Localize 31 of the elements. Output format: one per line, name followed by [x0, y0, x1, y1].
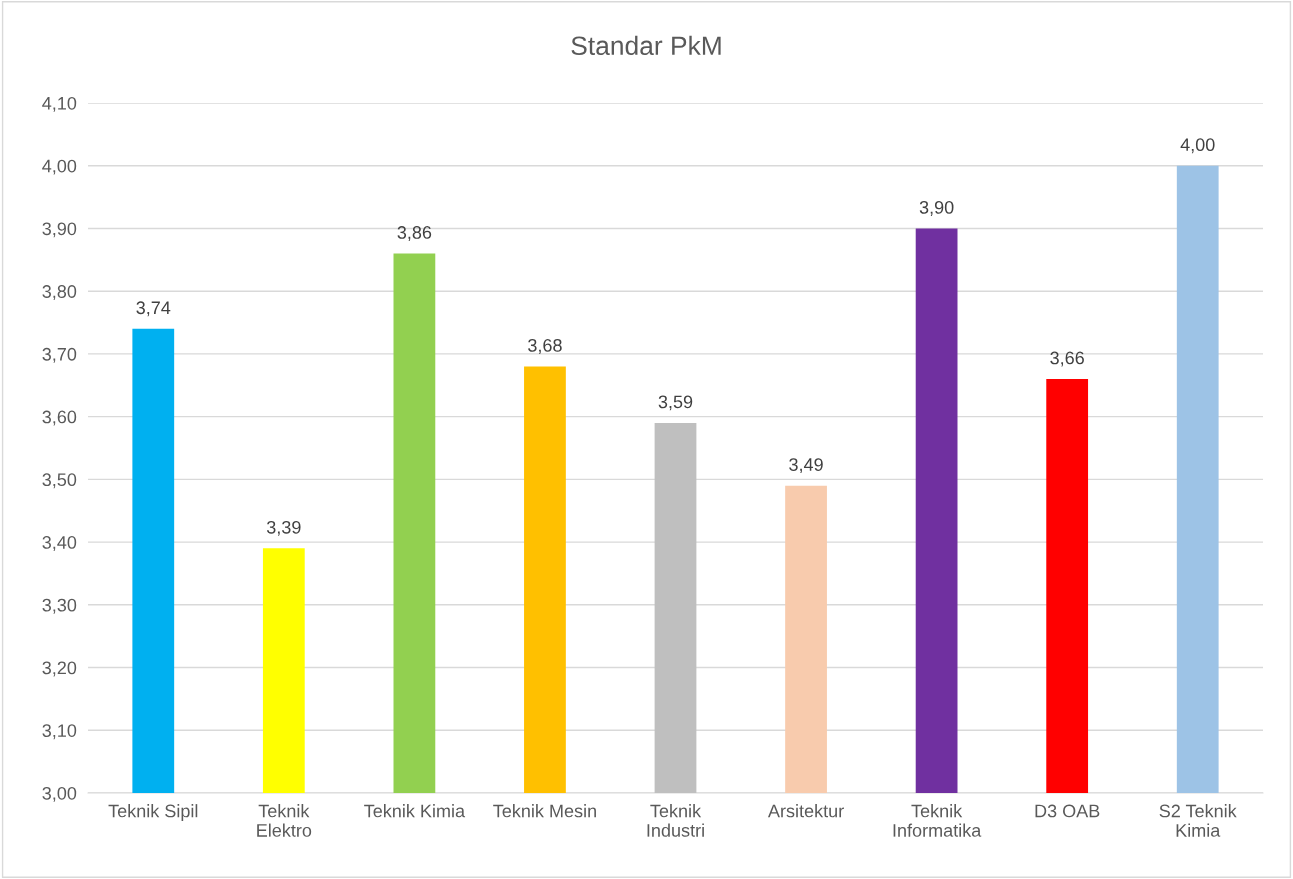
y-tick-label: 3,30 [42, 598, 77, 614]
x-tick-label: Teknik Sipil [108, 804, 198, 821]
x-tick-label: Teknik Informatika [893, 804, 982, 837]
y-tick-label: 3,40 [42, 536, 77, 551]
y-tick-label: 3,50 [42, 473, 77, 489]
y-tick-label: 3,00 [42, 786, 77, 802]
data-label: 3,90 [919, 200, 954, 216]
x-tick-label: Teknik Mesin [493, 804, 596, 818]
y-tick-label: 3,70 [42, 347, 77, 363]
chart-title: Standar PkM [571, 35, 721, 56]
data-label: 3,86 [397, 226, 432, 241]
y-tick-label: 3,10 [42, 724, 77, 740]
x-tick-label: Teknik Kimia [364, 804, 466, 818]
data-label: 3,66 [1050, 351, 1084, 367]
y-tick-label: 4,00 [42, 159, 77, 175]
data-label: 3,74 [136, 301, 171, 317]
y-tick-label: 3,60 [42, 410, 77, 426]
x-tick-label: Teknik Industri [647, 804, 704, 837]
y-tick-label: 4,10 [42, 96, 77, 112]
x-tick-label: S2 Teknik Kimia [1159, 804, 1237, 837]
data-label: 4,00 [1180, 138, 1215, 154]
x-tick-label: Arsitektur [767, 804, 844, 818]
y-tick-label: 3,90 [42, 222, 77, 238]
data-label: 3,39 [266, 520, 301, 536]
y-tick-label: 3,80 [42, 285, 77, 301]
data-label: 3,49 [789, 458, 823, 474]
data-label: 3,68 [528, 338, 562, 354]
data-label: 3,59 [658, 395, 693, 411]
x-tick-label: D3 OAB [1035, 804, 1100, 818]
x-tick-label: Teknik Elektro [257, 804, 312, 837]
y-tick-label: 3,20 [42, 661, 77, 677]
